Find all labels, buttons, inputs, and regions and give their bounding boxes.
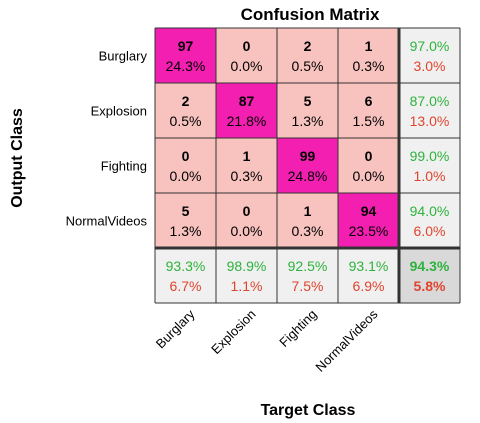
matrix-cell <box>155 28 216 83</box>
row-summary-correct: 87.0% <box>410 93 450 109</box>
cell-percent: 1.5% <box>353 113 385 129</box>
cell-percent: 1.3% <box>170 223 202 239</box>
matrix-cell <box>155 193 216 248</box>
row-summary-cell <box>399 28 460 83</box>
cell-count: 1 <box>365 38 373 54</box>
matrix-cell <box>216 138 277 193</box>
col-summary-cell <box>155 248 216 303</box>
col-label: Burglary <box>153 306 198 351</box>
cell-count: 5 <box>304 93 312 109</box>
matrix-cell <box>216 83 277 138</box>
cell-count: 6 <box>365 93 373 109</box>
cell-percent: 0.5% <box>292 58 324 74</box>
col-summary-error: 6.9% <box>353 278 385 294</box>
cell-count: 94 <box>361 203 377 219</box>
cell-count: 97 <box>178 38 194 54</box>
chart-title: Confusion Matrix <box>241 5 380 24</box>
row-label: Explosion <box>91 104 147 119</box>
cell-count: 0 <box>243 38 251 54</box>
cell-count: 2 <box>304 38 312 54</box>
row-summary-cell <box>399 193 460 248</box>
col-summary-correct: 93.1% <box>349 258 389 274</box>
row-summary-error: 1.0% <box>414 168 446 184</box>
cell-percent: 0.3% <box>353 58 385 74</box>
row-summary-error: 3.0% <box>414 58 446 74</box>
cell-count: 1 <box>243 148 251 164</box>
row-label: NormalVideos <box>66 214 148 229</box>
matrix-cell <box>216 193 277 248</box>
col-summary-correct: 93.3% <box>166 258 206 274</box>
cell-percent: 0.0% <box>231 223 263 239</box>
cell-percent: 23.5% <box>349 223 389 239</box>
cell-count: 99 <box>300 148 316 164</box>
cell-count: 0 <box>243 203 251 219</box>
row-label: Fighting <box>101 159 147 174</box>
matrix-cell <box>216 28 277 83</box>
row-summary-cell <box>399 83 460 138</box>
col-summary-cell <box>338 248 399 303</box>
matrix-cell <box>277 138 338 193</box>
cell-percent: 0.5% <box>170 113 202 129</box>
row-summary-correct: 94.0% <box>410 203 450 219</box>
cell-count: 0 <box>365 148 373 164</box>
cell-count: 0 <box>182 148 190 164</box>
col-label: NormalVideos <box>312 306 381 375</box>
col-label: Fighting <box>276 307 319 350</box>
col-summary-error: 1.1% <box>231 278 263 294</box>
cell-count: 5 <box>182 203 190 219</box>
cell-count: 87 <box>239 93 255 109</box>
col-summary-cell <box>216 248 277 303</box>
matrix-cell <box>338 28 399 83</box>
overall-error: 5.8% <box>414 278 446 294</box>
matrix-cell <box>277 28 338 83</box>
col-summary-error: 7.5% <box>292 278 324 294</box>
cell-percent: 0.0% <box>231 58 263 74</box>
cell-count: 2 <box>182 93 190 109</box>
row-summary-cell <box>399 138 460 193</box>
cell-percent: 0.0% <box>170 168 202 184</box>
y-axis-title: Output Class <box>9 108 26 208</box>
matrix-cell <box>277 83 338 138</box>
cell-percent: 24.3% <box>166 58 206 74</box>
row-summary-error: 13.0% <box>410 113 450 129</box>
cell-percent: 0.0% <box>353 168 385 184</box>
col-summary-cell <box>277 248 338 303</box>
cell-percent: 24.8% <box>288 168 328 184</box>
row-label: Burglary <box>99 49 148 64</box>
col-label: Explosion <box>208 307 258 357</box>
col-summary-error: 6.7% <box>170 278 202 294</box>
matrix-cell <box>155 138 216 193</box>
matrix-cell <box>338 138 399 193</box>
matrix-cell <box>155 83 216 138</box>
row-summary-correct: 97.0% <box>410 38 450 54</box>
row-summary-error: 6.0% <box>414 223 446 239</box>
col-summary-correct: 98.9% <box>227 258 267 274</box>
cell-count: 1 <box>304 203 312 219</box>
matrix-cell <box>277 193 338 248</box>
x-axis-title: Target Class <box>261 402 356 419</box>
overall-accuracy-cell <box>399 248 460 303</box>
col-summary-correct: 92.5% <box>288 258 328 274</box>
cell-percent: 21.8% <box>227 113 267 129</box>
matrix-cell <box>338 83 399 138</box>
row-summary-correct: 99.0% <box>410 148 450 164</box>
cell-percent: 0.3% <box>231 168 263 184</box>
cell-percent: 1.3% <box>292 113 324 129</box>
cell-percent: 0.3% <box>292 223 324 239</box>
matrix-cell <box>338 193 399 248</box>
overall-correct: 94.3% <box>410 258 450 274</box>
